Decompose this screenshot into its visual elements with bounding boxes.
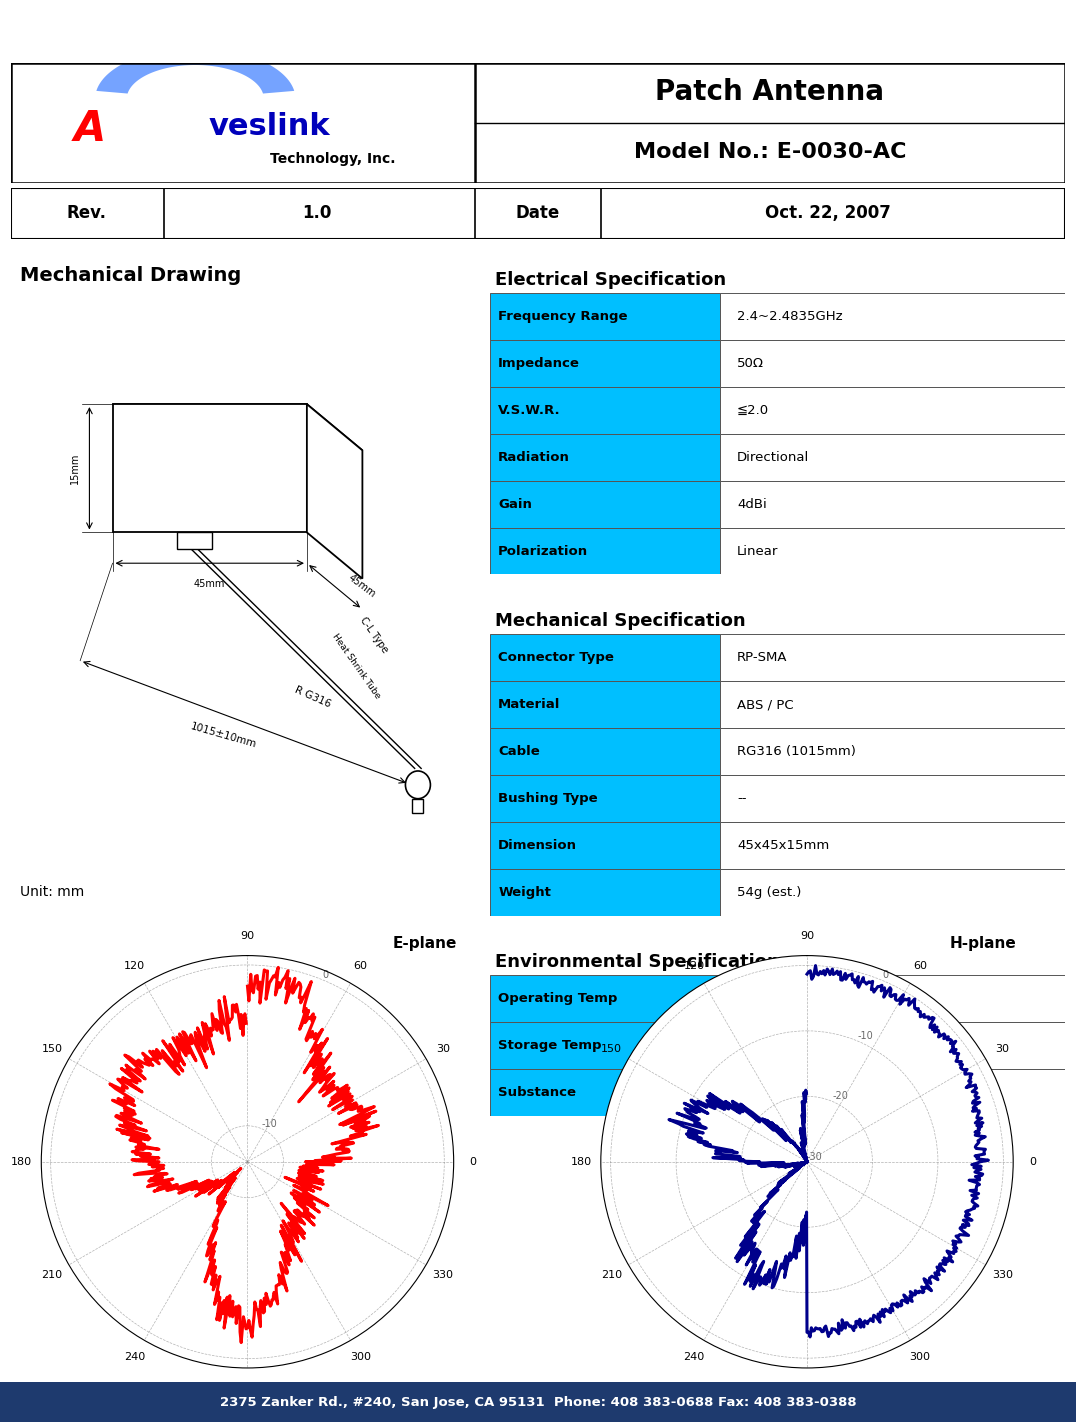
Text: --: -- [737, 792, 747, 805]
Text: Oct. 22, 2007: Oct. 22, 2007 [765, 205, 891, 222]
Bar [176, 532, 212, 549]
Bar [720, 1069, 1065, 1116]
Text: Environmental Specification: Environmental Specification [495, 953, 780, 971]
Text: RP-SMA: RP-SMA [737, 651, 788, 664]
Bar [720, 434, 1065, 481]
Text: Material: Material [498, 698, 561, 711]
Bar [490, 975, 720, 1022]
Text: 54g (est.): 54g (est.) [737, 886, 802, 899]
Bar [490, 681, 720, 728]
Text: Operating Temp: Operating Temp [498, 993, 618, 1005]
Text: R G316: R G316 [293, 684, 332, 710]
Text: Heat Shrink Tube: Heat Shrink Tube [330, 631, 382, 700]
Text: 15mm: 15mm [70, 452, 81, 483]
Text: Cable: Cable [498, 745, 540, 758]
Bar [490, 387, 720, 434]
Text: Frequency Range: Frequency Range [498, 310, 627, 323]
Bar [490, 822, 720, 869]
Bar [720, 634, 1065, 681]
Bar [720, 728, 1065, 775]
Text: Meets RoHs requirement: Meets RoHs requirement [737, 1086, 902, 1099]
Text: 50Ω: 50Ω [737, 357, 764, 370]
Text: Dimension: Dimension [498, 839, 577, 852]
Bar [490, 728, 720, 775]
Polygon shape [307, 404, 363, 579]
Bar [720, 528, 1065, 574]
Text: Directional: Directional [737, 451, 809, 464]
Text: 1015±10mm: 1015±10mm [189, 721, 258, 749]
Bar [720, 822, 1065, 869]
Bar [720, 975, 1065, 1022]
Text: Impedance: Impedance [498, 357, 580, 370]
Text: H-plane: H-plane [950, 936, 1017, 951]
Text: 45mm: 45mm [194, 579, 225, 589]
Bar [490, 869, 720, 916]
Text: - 30℃ ~ + 65℃: - 30℃ ~ + 65℃ [737, 993, 845, 1005]
Bar [720, 1022, 1065, 1069]
Bar [490, 340, 720, 387]
Text: Radiation: Radiation [498, 451, 570, 464]
Bar [720, 775, 1065, 822]
Text: ≦2.0: ≦2.0 [737, 404, 769, 417]
Text: Model No.: E-0030-AC: Model No.: E-0030-AC [634, 142, 906, 162]
Bar [720, 869, 1065, 916]
Bar [490, 775, 720, 822]
Text: - 30℃ ~ + 70℃: - 30℃ ~ + 70℃ [737, 1039, 845, 1052]
Text: 1.0: 1.0 [302, 205, 331, 222]
Text: Patch Antenna: Patch Antenna [655, 78, 884, 105]
Text: 45x45x15mm: 45x45x15mm [737, 839, 830, 852]
Text: Date: Date [515, 205, 561, 222]
Text: A: A [74, 108, 105, 151]
Polygon shape [97, 48, 294, 94]
Polygon shape [113, 404, 363, 451]
Text: 2375 Zanker Rd., #240, San Jose, CA 95131  Phone: 408 383-0688 Fax: 408 383-0388: 2375 Zanker Rd., #240, San Jose, CA 9513… [220, 1395, 856, 1409]
Bar [490, 293, 720, 340]
Bar [720, 293, 1065, 340]
Text: Electrical Specification: Electrical Specification [495, 270, 726, 289]
Bar [490, 481, 720, 528]
Text: C-L Type: C-L Type [357, 616, 390, 654]
Text: Unit: mm: Unit: mm [20, 884, 84, 899]
Bar [412, 799, 424, 813]
Text: E-plane: E-plane [393, 936, 457, 951]
Text: Bushing Type: Bushing Type [498, 792, 598, 805]
Bar [720, 340, 1065, 387]
Text: 2.4~2.4835GHz: 2.4~2.4835GHz [737, 310, 843, 323]
Bar [490, 434, 720, 481]
Text: Rev.: Rev. [67, 205, 107, 222]
Text: Mechanical Drawing: Mechanical Drawing [20, 266, 241, 286]
Text: Linear: Linear [737, 545, 779, 557]
Bar [720, 481, 1065, 528]
Text: RG316 (1015mm): RG316 (1015mm) [737, 745, 856, 758]
Text: Technology, Inc.: Technology, Inc. [270, 152, 395, 166]
Text: 45mm: 45mm [346, 573, 378, 600]
Text: Gain: Gain [498, 498, 533, 510]
Text: 4dBi: 4dBi [737, 498, 767, 510]
Text: Connector Type: Connector Type [498, 651, 614, 664]
Bar [490, 634, 720, 681]
Bar [720, 387, 1065, 434]
Text: ABS / PC: ABS / PC [737, 698, 794, 711]
Text: Storage Temp: Storage Temp [498, 1039, 601, 1052]
Bar [490, 528, 720, 574]
Text: Polarization: Polarization [498, 545, 589, 557]
Bar [720, 681, 1065, 728]
Text: Substance: Substance [498, 1086, 577, 1099]
Polygon shape [113, 404, 307, 532]
Text: V.S.W.R.: V.S.W.R. [498, 404, 561, 417]
Text: Weight: Weight [498, 886, 551, 899]
Text: Mechanical Specification: Mechanical Specification [495, 611, 746, 630]
Text: veslink: veslink [209, 112, 330, 141]
Bar [490, 1022, 720, 1069]
Bar [490, 1069, 720, 1116]
